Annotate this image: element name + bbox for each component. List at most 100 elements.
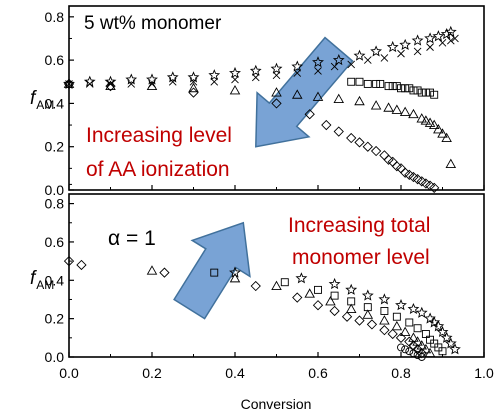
top-triangle-marker — [420, 115, 432, 125]
total-monomer-note-line1: Increasing total — [288, 214, 430, 237]
bottom-x-tick-label: 0.0 — [59, 365, 79, 381]
top-panel-arrow — [255, 36, 354, 148]
bottom-star-marker — [361, 289, 374, 301]
top-panel-label: 5 wt% monomer — [84, 13, 222, 34]
top-square-marker — [413, 86, 422, 95]
top-y-tick-label: 0.0 — [45, 182, 65, 198]
bottom-diamond-marker — [63, 255, 75, 267]
bottom-triangle-marker — [408, 332, 419, 342]
top-star-marker — [291, 60, 304, 72]
top-cross-marker — [189, 77, 198, 86]
bottom-diamond-marker — [341, 311, 353, 322]
top-triangle-marker — [146, 80, 158, 91]
top-cross-marker — [127, 80, 136, 88]
top-cross-marker — [363, 56, 372, 64]
top-cross-marker — [347, 60, 356, 69]
bottom-star-marker — [295, 272, 308, 284]
top-star-marker — [208, 69, 221, 81]
top-triangle-marker — [105, 80, 116, 91]
bottom-triangle-marker — [379, 315, 390, 325]
bottom-triangle-marker — [424, 347, 436, 358]
bottom-star-marker — [436, 325, 449, 338]
top-square-marker — [409, 86, 418, 95]
bottom-y-tick-label: 0.0 — [45, 349, 65, 365]
top-cross-marker — [168, 77, 177, 86]
top-triangle-marker — [445, 158, 457, 168]
bottom-square-marker — [421, 330, 430, 338]
bottom-circle-marker — [405, 347, 414, 356]
top-cross-marker — [272, 71, 281, 80]
bottom-star-marker — [432, 320, 445, 332]
top-square-marker — [401, 84, 410, 93]
top-triangle-marker — [399, 106, 411, 117]
top-diamond-marker — [346, 132, 357, 144]
bottom-circle-marker — [401, 345, 410, 354]
top-triangle-marker — [437, 128, 448, 138]
bottom-panel-axes: 0.00.20.40.60.80.0 0.2 0.4 0.6 0.8 1.0 — [45, 183, 494, 381]
ionization-note-line2: of AA ionization — [86, 158, 230, 181]
bottom-diamond-marker — [292, 292, 303, 303]
top-square-marker — [372, 79, 381, 88]
bottom-star-marker — [345, 283, 358, 295]
top-square-marker — [397, 84, 405, 93]
bottom-star-marker — [395, 299, 407, 311]
top-star-marker — [353, 49, 366, 61]
total-monomer-note-line2: monomer level — [292, 246, 430, 269]
bottom-triangle-marker — [271, 280, 282, 290]
top-triangle-marker — [424, 117, 436, 127]
top-triangle-marker — [291, 89, 303, 99]
ionization-note-line1: Increasing level — [86, 124, 232, 147]
bottom-star-marker — [415, 306, 428, 318]
top-triangle-marker — [63, 78, 75, 88]
top-y-tick-label: 0.8 — [45, 9, 65, 25]
bottom-square-marker — [413, 324, 422, 333]
bottom-diamond-marker — [76, 259, 87, 271]
top-star-marker — [312, 56, 324, 68]
top-star-marker — [424, 32, 436, 44]
top-cross-marker — [426, 43, 434, 51]
top-square-marker — [405, 84, 414, 93]
bottom-x-tick-label: 0.8 — [391, 365, 411, 381]
bottom-square-marker — [405, 318, 414, 327]
top-cross-marker — [231, 75, 239, 84]
bottom-y-tick-label: 0.6 — [45, 234, 65, 250]
bottom-x-tick-label: 0.4 — [225, 365, 245, 381]
top-star-marker — [432, 30, 445, 42]
bottom-direction-arrow — [173, 221, 251, 320]
top-triangle-marker — [188, 82, 199, 93]
bottom-diamond-marker — [312, 300, 324, 311]
bottom-panel-data-points — [63, 255, 461, 361]
bottom-diamond-marker — [366, 319, 378, 330]
bottom-circle-marker — [409, 349, 418, 358]
top-y-tick-label: 0.6 — [45, 52, 65, 68]
top-triangle-marker — [416, 113, 428, 123]
bottom-star-marker — [378, 293, 391, 305]
bottom-square-marker — [380, 307, 389, 315]
top-y-tick-label: 0.4 — [45, 95, 65, 111]
top-star-marker — [386, 40, 399, 53]
top-diamond-marker — [354, 137, 365, 148]
top-cross-marker — [413, 47, 422, 56]
bottom-diamond-marker — [379, 325, 390, 336]
top-star-marker — [370, 45, 383, 57]
bottom-diamond-marker — [395, 332, 407, 343]
top-square-marker — [426, 88, 434, 97]
top-cross-marker — [85, 80, 94, 88]
top-star-marker — [187, 71, 200, 83]
bottom-triangle-marker — [345, 303, 357, 314]
bottom-square-marker — [210, 268, 219, 277]
bottom-square-marker — [438, 347, 447, 356]
top-cross-marker — [397, 49, 405, 58]
bottom-y-tick-label: 0.2 — [45, 311, 65, 327]
bottom-star-marker — [407, 302, 420, 315]
bottom-triangle-marker — [362, 309, 374, 319]
top-star-marker — [332, 53, 345, 66]
top-square-marker — [347, 77, 356, 86]
top-star-marker — [444, 25, 457, 37]
top-square-marker — [421, 88, 430, 97]
bottom-triangle-marker — [399, 326, 411, 337]
top-diamond-marker — [370, 145, 382, 157]
bottom-diamond-marker — [250, 280, 261, 292]
top-panel-axes: 0.0 0.2 0.4 0.6 0.8 — [45, 9, 485, 198]
top-triangle-marker — [433, 123, 444, 134]
